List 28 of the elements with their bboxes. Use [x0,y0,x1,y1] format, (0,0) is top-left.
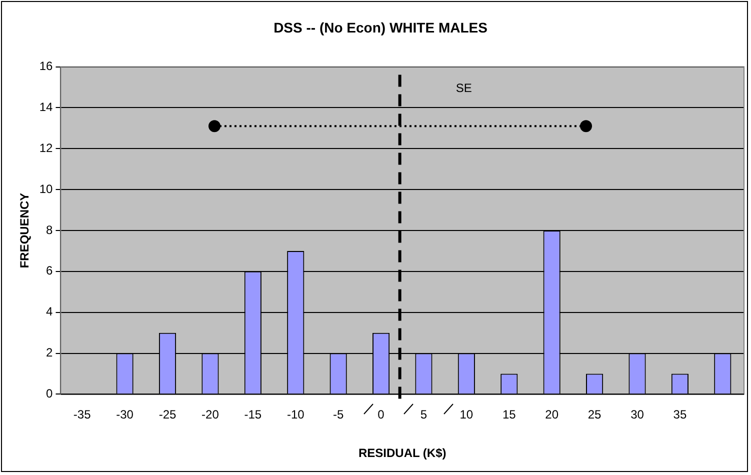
y-tick-label: 12 [39,140,54,155]
y-tick-label: 16 [39,59,54,74]
annotation: SE [456,81,472,96]
x-tick-label: 35 [673,408,687,422]
chart-title: DSS -- (No Econ) WHITE MALES [274,19,488,36]
x-tick-label: -35 [73,408,92,422]
x-tick-label: -30 [116,408,134,422]
y-axis-title: FREQUENCY [18,192,32,268]
y-tick-label: 14 [39,100,54,114]
x-tick-label: -25 [158,408,177,422]
x-tick-label: 5 [420,408,428,422]
x-tick-label: 15 [502,408,516,422]
x-tick-label: -10 [286,408,305,422]
y-tick-label: 0 [46,386,54,401]
y-tick-label: 4 [46,304,54,319]
x-tick-label: -15 [244,408,262,422]
y-tick-label: 8 [46,222,54,237]
x-tick-label: 30 [630,408,644,422]
x-tick-label: 25 [588,408,602,422]
y-tick-label: 2 [46,346,54,360]
x-axis-title: RESIDUAL (K$) [358,446,446,460]
x-tick-label: -5 [332,408,344,422]
y-tick-label: 6 [46,264,54,278]
y-tick-label: 10 [39,182,54,196]
x-tick-label: 10 [460,408,474,422]
x-tick-label: 20 [545,408,559,422]
x-tick-label: 0 [378,408,385,422]
x-tick-label: -20 [202,408,220,422]
